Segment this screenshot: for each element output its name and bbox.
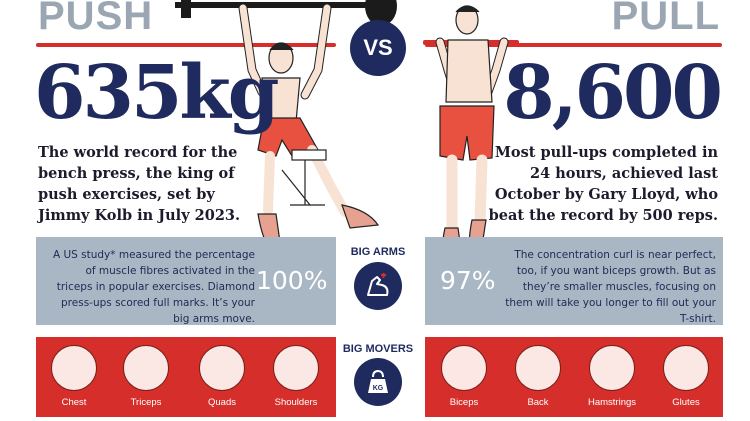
muscle-back: Back (510, 345, 566, 408)
flexed-arm-icon (354, 262, 402, 310)
versus-badge: VS (350, 20, 406, 76)
push-study-text: A US study* measured the percentage of m… (52, 249, 255, 325)
muscle-label: Back (527, 397, 549, 408)
quads-icon (199, 345, 245, 391)
muscle-label: Triceps (130, 397, 162, 408)
muscle-glutes: Glutes (658, 345, 714, 408)
kettlebell-label: KG (373, 385, 384, 392)
muscle-shoulders: Shoulders (268, 345, 324, 408)
push-record-stat: 635kg (34, 50, 279, 136)
barbell-illustration (175, 0, 397, 26)
muscle-label: Glutes (672, 397, 700, 408)
pull-record-description: Most pull-ups completed in 24 hours, ach… (488, 144, 718, 224)
push-record-description: The world record for the bench press, th… (38, 144, 241, 224)
pull-study-panel (425, 237, 723, 325)
shoulders-icon (273, 345, 319, 391)
glutes-icon (663, 345, 709, 391)
bench-press-athlete (238, 3, 380, 251)
muscle-label: Quads (208, 397, 236, 408)
back-icon (515, 345, 561, 391)
push-study-panel (36, 237, 336, 325)
push-activation-percent: 100% (256, 266, 328, 295)
muscle-quads: Quads (194, 345, 250, 408)
chest-icon (51, 345, 97, 391)
muscle-triceps: Triceps (118, 345, 174, 408)
muscle-chest: Chest (46, 345, 102, 408)
pull-divider (425, 43, 722, 47)
kettlebell-icon: KG (354, 358, 402, 406)
push-header: PUSH (38, 0, 154, 38)
muscle-label: Hamstrings (587, 397, 637, 408)
push-divider (36, 43, 336, 47)
pull-up-athlete (423, 5, 519, 263)
hamstrings-icon (589, 345, 635, 391)
pull-record-stat: 8,600 (503, 50, 723, 136)
muscle-label: Biceps (449, 397, 479, 408)
big-movers-label: BIG MOVERS (342, 343, 414, 355)
triceps-icon (123, 345, 169, 391)
muscle-hamstrings: Hamstrings (584, 345, 640, 408)
pull-header: PULL (611, 0, 720, 38)
pull-study-text: The concentration curl is near perfect, … (505, 249, 716, 325)
muscle-biceps: Biceps (436, 345, 492, 408)
pull-activation-percent: 97% (440, 266, 496, 295)
muscle-label: Shoulders (274, 397, 318, 408)
biceps-icon (441, 345, 487, 391)
big-arms-label: BIG ARMS (350, 246, 406, 258)
muscle-label: Chest (61, 397, 87, 408)
